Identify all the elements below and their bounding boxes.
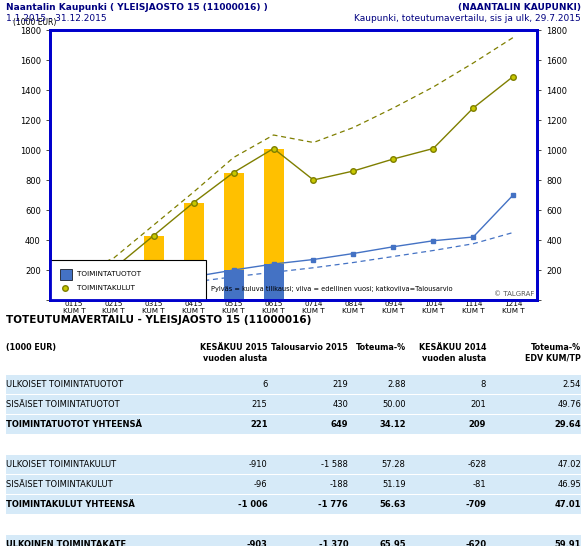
- Text: -1 370: -1 370: [319, 540, 348, 546]
- Text: -81: -81: [473, 480, 486, 489]
- Bar: [224, 173, 244, 300]
- Text: -1 588: -1 588: [321, 460, 348, 469]
- Bar: [104, 269, 124, 300]
- Text: -620: -620: [465, 540, 486, 546]
- Bar: [184, 277, 204, 300]
- Bar: [64, 281, 84, 300]
- Text: 65.95: 65.95: [379, 540, 406, 546]
- Text: 2.54: 2.54: [563, 380, 581, 389]
- Text: -910: -910: [249, 460, 268, 469]
- Text: Pylväs = kuluva tilikausi; viiva = edellinen vuosi; katkoviiva=Talousarvio: Pylväs = kuluva tilikausi; viiva = edell…: [211, 286, 453, 292]
- Text: TOIMINTATUOTOT: TOIMINTATUOTOT: [77, 271, 141, 277]
- Text: SISÄISET TOIMINTAKULUT: SISÄISET TOIMINTAKULUT: [6, 480, 113, 489]
- Text: Toteuma-%: Toteuma-%: [356, 343, 406, 352]
- Text: TOTEUTUMAVERTAILU - YLEISJAOSTO 15 (11000016): TOTEUTUMAVERTAILU - YLEISJAOSTO 15 (1100…: [6, 315, 311, 325]
- Text: TOIMINTAKULUT: TOIMINTAKULUT: [77, 285, 134, 291]
- Text: TOIMINTAKULUT YHTEENSÄ: TOIMINTAKULUT YHTEENSÄ: [6, 500, 135, 509]
- Text: KESÄKUU 2015
vuoden alusta: KESÄKUU 2015 vuoden alusta: [200, 343, 268, 363]
- FancyBboxPatch shape: [6, 395, 581, 414]
- Text: 201: 201: [470, 400, 486, 409]
- Text: 51.19: 51.19: [382, 480, 406, 489]
- Text: ULKOISET TOIMINTAKULUT: ULKOISET TOIMINTAKULUT: [6, 460, 116, 469]
- Text: ULKOISET TOIMINTATUOTOT: ULKOISET TOIMINTATUOTOT: [6, 380, 123, 389]
- FancyBboxPatch shape: [6, 416, 581, 434]
- Text: 221: 221: [250, 420, 268, 429]
- Text: TOIMINTATUOTOT YHTEENSÄ: TOIMINTATUOTOT YHTEENSÄ: [6, 420, 142, 429]
- FancyBboxPatch shape: [6, 495, 581, 514]
- Bar: [60, 269, 72, 280]
- Text: -1 006: -1 006: [238, 500, 268, 509]
- Text: -96: -96: [254, 480, 268, 489]
- Text: SISÄISET TOIMINTATUOTOT: SISÄISET TOIMINTATUOTOT: [6, 400, 120, 409]
- Bar: [264, 149, 284, 300]
- Text: 57.28: 57.28: [382, 460, 406, 469]
- Text: Toteuma-%
EDV KUM/TP: Toteuma-% EDV KUM/TP: [525, 343, 581, 363]
- Text: 47.01: 47.01: [555, 500, 581, 509]
- FancyBboxPatch shape: [6, 535, 581, 546]
- Text: 430: 430: [332, 400, 348, 409]
- FancyBboxPatch shape: [6, 475, 581, 494]
- Text: (1000 EUR): (1000 EUR): [14, 19, 57, 27]
- Bar: [264, 264, 284, 300]
- Bar: [184, 203, 204, 300]
- Bar: [224, 270, 244, 300]
- Text: -903: -903: [247, 540, 268, 546]
- Text: © TALGRAF: © TALGRAF: [494, 292, 535, 298]
- Text: 56.63: 56.63: [379, 500, 406, 509]
- Text: 29.64: 29.64: [555, 420, 581, 429]
- Bar: [104, 289, 124, 300]
- FancyBboxPatch shape: [6, 455, 581, 474]
- Text: (1000 EUR): (1000 EUR): [6, 343, 56, 352]
- Text: 50.00: 50.00: [382, 400, 406, 409]
- Text: (NAANTALIN KAUPUNKI): (NAANTALIN KAUPUNKI): [458, 3, 581, 12]
- Text: 47.02: 47.02: [558, 460, 581, 469]
- Text: 219: 219: [332, 380, 348, 389]
- FancyBboxPatch shape: [6, 375, 581, 394]
- Text: KESÄKUU 2014
vuoden alusta: KESÄKUU 2014 vuoden alusta: [419, 343, 486, 363]
- Text: -709: -709: [465, 500, 486, 509]
- Text: -1 776: -1 776: [318, 500, 348, 509]
- Text: 46.95: 46.95: [558, 480, 581, 489]
- Bar: [144, 283, 164, 300]
- Text: -628: -628: [467, 460, 486, 469]
- Text: -188: -188: [329, 480, 348, 489]
- Text: Kaupunki, toteutumavertailu, sis ja ulk, 29.7.2015: Kaupunki, toteutumavertailu, sis ja ulk,…: [355, 14, 581, 23]
- Text: 1.1.2015 - 31.12.2015: 1.1.2015 - 31.12.2015: [6, 14, 106, 23]
- Text: 649: 649: [330, 420, 348, 429]
- Bar: [144, 235, 164, 300]
- Text: 8: 8: [481, 380, 486, 389]
- Text: 215: 215: [252, 400, 268, 409]
- Text: 6: 6: [262, 380, 268, 389]
- Text: ULKOINEN TOIMINTAKATE: ULKOINEN TOIMINTAKATE: [6, 540, 126, 546]
- Text: 49.76: 49.76: [557, 400, 581, 409]
- Text: 34.12: 34.12: [379, 420, 406, 429]
- Text: Talousarvio 2015: Talousarvio 2015: [271, 343, 348, 352]
- Text: 209: 209: [469, 420, 486, 429]
- Text: 59.91: 59.91: [555, 540, 581, 546]
- Text: 2.88: 2.88: [387, 380, 406, 389]
- Bar: [64, 293, 84, 300]
- Text: Naantalin Kaupunki ( YLEISJAOSTO 15 (11000016) ): Naantalin Kaupunki ( YLEISJAOSTO 15 (110…: [6, 3, 268, 12]
- FancyBboxPatch shape: [50, 259, 206, 300]
